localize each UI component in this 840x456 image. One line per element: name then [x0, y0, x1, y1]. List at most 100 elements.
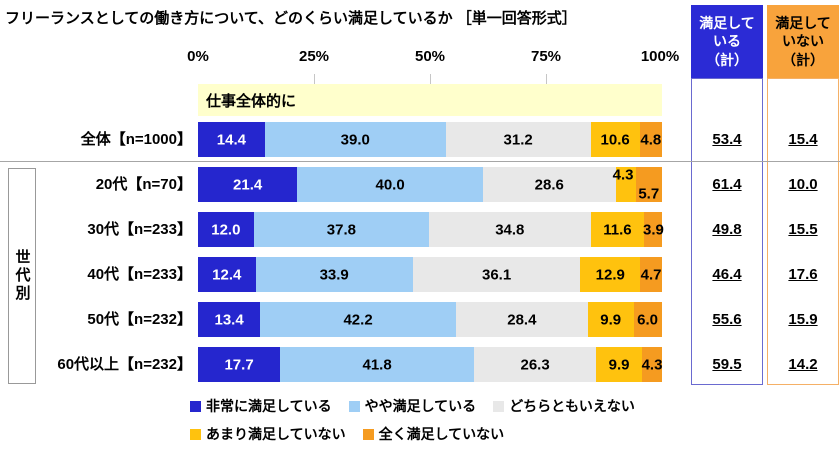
axis-tick-mark-25 — [314, 74, 315, 84]
satisfied-header-line: 満足して — [699, 15, 755, 32]
legend-label: やや満足している — [364, 398, 477, 414]
bar-segment: 39.0 — [264, 122, 446, 157]
dissatisfied-header-line: 満足して — [775, 15, 831, 32]
chart-title: フリーランスとしての働き方について、どのくらい満足しているか ［単一回答形式］ — [5, 10, 577, 27]
category-band: 仕事全体的に — [198, 84, 662, 116]
dissatisfied-total-value: 15.9 — [788, 311, 818, 328]
stacked-bar: 12.4 33.9 36.1 12.9 4.7 — [198, 257, 662, 292]
bar-segment: 4.3 — [642, 347, 662, 382]
separator-line — [0, 161, 840, 162]
legend-label: あまり満足していない — [206, 426, 346, 442]
segment-value: 12.4 — [212, 266, 242, 283]
table-row: 50代【n=232】 13.4 42.2 28.4 9.9 6.0 — [0, 302, 840, 337]
segment-value: 34.8 — [495, 221, 525, 238]
stacked-bar: 13.4 42.2 28.4 9.9 6.0 — [198, 302, 662, 337]
legend-label: 非常に満足している — [206, 398, 332, 414]
bar-segment: 26.3 — [474, 347, 597, 382]
row-label: 20代【n=70】 — [95, 176, 192, 193]
satisfied-total-value: 53.4 — [712, 131, 742, 148]
bar-segment: 9.9 — [587, 302, 634, 337]
axis-tick-label-0: 0% — [187, 48, 209, 65]
stacked-bar: 17.7 41.8 26.3 9.9 4.3 — [198, 347, 662, 382]
row-label: 全体【n=1000】 — [80, 131, 192, 148]
segment-value: 14.4 — [216, 131, 247, 148]
table-row: 20代【n=70】 21.4 40.0 28.6 4.3 5.7 — [0, 166, 840, 202]
segment-value: 4.3 — [641, 356, 663, 373]
legend-item: 非常に満足している — [190, 396, 332, 416]
legend-label: どちらともいえない — [509, 398, 635, 414]
bar-segment: 12.4 — [198, 257, 256, 292]
satisfied-total-header: 満足して いる （計） — [691, 5, 763, 78]
bar-segment: 4.3 — [612, 166, 636, 202]
bar-segment: 10.6 — [590, 122, 640, 157]
segment-value: 31.2 — [503, 131, 533, 148]
bar-segment: 34.8 — [429, 212, 591, 247]
segment-value: 40.0 — [375, 176, 405, 193]
dissatisfied-total-column: 15.4 10.0 15.5 17.6 15.9 14.2 — [767, 78, 839, 385]
dissatisfied-total-value: 14.2 — [788, 356, 818, 373]
legend-item: やや満足している — [348, 396, 477, 416]
table-row: 40代【n=233】 12.4 33.9 36.1 12.9 4.7 — [0, 257, 840, 292]
dissatisfied-header-line: いない — [782, 33, 824, 50]
segment-value: 41.8 — [362, 356, 392, 373]
bar-segment: 11.6 — [590, 212, 645, 247]
bar-segment: 28.6 — [482, 167, 616, 202]
axis-tick-mark-75 — [546, 74, 547, 84]
segment-value: 33.9 — [319, 266, 349, 283]
row-label: 60代以上【n=232】 — [57, 356, 192, 373]
segment-value: 10.6 — [600, 131, 630, 148]
axis-tick-mark-50 — [430, 74, 431, 84]
segment-value: 9.9 — [600, 311, 622, 328]
stacked-bar: 12.0 37.8 34.8 11.6 3.9 — [198, 212, 664, 247]
segment-value: 36.1 — [481, 266, 512, 283]
legend-marker-icon — [190, 428, 201, 440]
segment-value: 42.2 — [343, 311, 373, 328]
bar-segment: 17.7 — [198, 347, 281, 382]
bar-segment: 14.4 — [198, 122, 265, 157]
segment-value: 21.4 — [233, 176, 263, 193]
segment-value: 12.0 — [211, 221, 241, 238]
row-label: 30代【n=233】 — [87, 221, 192, 238]
bar-segment: 12.0 — [198, 212, 254, 247]
bar-segment: 13.4 — [198, 302, 261, 337]
segment-value: 6.0 — [637, 311, 659, 328]
satisfied-total-value: 49.8 — [712, 221, 742, 238]
segment-value: 11.6 — [603, 221, 632, 238]
bar-segment: 12.9 — [580, 257, 641, 292]
dissatisfied-total-value: 15.5 — [788, 221, 818, 238]
segment-value: 4.3 — [612, 166, 634, 184]
generation-group-label: 世代別 — [13, 249, 31, 303]
dissatisfied-total-value: 17.6 — [788, 266, 818, 283]
segment-value: 4.8 — [640, 131, 662, 148]
stacked-bar: 14.4 39.0 31.2 10.6 4.8 — [198, 122, 662, 157]
satisfied-total-value: 61.4 — [712, 176, 742, 193]
axis-tick-label-100: 100% — [640, 48, 680, 65]
bar-segment: 4.8 — [639, 122, 662, 157]
bar-segment: 9.9 — [596, 347, 643, 382]
legend-row-1: 非常に満足している やや満足している どちらともいえない — [190, 396, 635, 416]
dissatisfied-total-value: 10.0 — [788, 176, 818, 193]
stacked-bar: 21.4 40.0 28.6 4.3 5.7 — [198, 166, 662, 202]
row-label: 50代【n=232】 — [87, 311, 192, 328]
legend-marker-icon — [493, 400, 505, 412]
dissatisfied-total-value: 15.4 — [788, 131, 818, 148]
legend-row-2: あまり満足していない 全く満足していない — [190, 424, 504, 444]
band-label: 仕事全体的に — [206, 92, 297, 110]
segment-value: 12.9 — [595, 266, 625, 283]
satisfied-total-value: 55.6 — [712, 311, 742, 328]
table-row: 全体【n=1000】 14.4 39.0 31.2 10.6 4.8 — [0, 122, 840, 157]
legend-marker-icon — [190, 400, 201, 412]
legend-item: 全く満足していない — [362, 424, 504, 444]
segment-value: 3.9 — [642, 221, 664, 238]
legend-item: あまり満足していない — [190, 424, 346, 444]
bar-segment: 40.0 — [297, 167, 483, 202]
bar-segment: 33.9 — [255, 257, 413, 292]
bar-segment: 5.7 — [635, 167, 662, 202]
bar-segment: 37.8 — [253, 212, 430, 247]
segment-value: 39.0 — [340, 131, 370, 148]
row-label: 40代【n=233】 — [87, 266, 192, 283]
segment-value: 9.9 — [608, 356, 630, 373]
bar-segment: 41.8 — [280, 347, 475, 382]
legend-item: どちらともいえない — [493, 396, 635, 416]
